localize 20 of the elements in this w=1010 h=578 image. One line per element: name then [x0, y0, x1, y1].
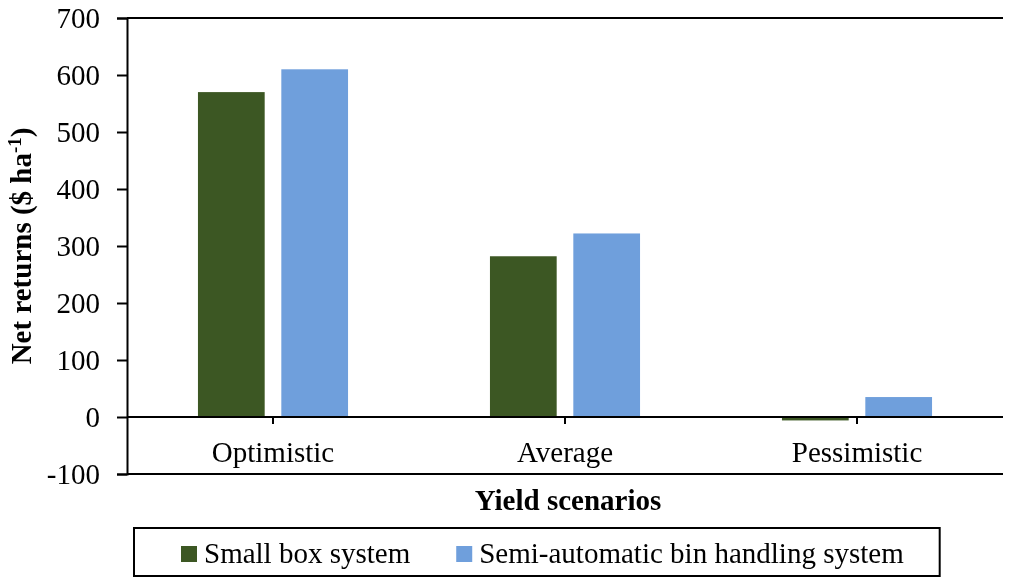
- x-axis-title: Yield scenarios: [474, 484, 662, 516]
- bar: [489, 256, 557, 417]
- legend-label: Small box system: [204, 537, 411, 569]
- y-tick-label: 100: [56, 343, 100, 376]
- bar: [281, 69, 349, 417]
- x-tick-label: Optimistic: [211, 435, 335, 468]
- bar: [573, 233, 641, 417]
- y-tick-label: 600: [56, 58, 100, 91]
- y-tick-label: 0: [85, 400, 100, 433]
- x-tick-label: Average: [516, 435, 614, 468]
- bar: [865, 397, 933, 417]
- y-tick-label: 200: [56, 286, 100, 319]
- y-tick-label: 500: [56, 115, 100, 148]
- y-tick-label: -100: [46, 457, 100, 490]
- x-tick-label: Pessimistic: [791, 435, 923, 468]
- y-tick-label: 700: [56, 1, 100, 34]
- bar: [197, 92, 265, 417]
- y-tick-label: 400: [56, 172, 100, 205]
- y-tick-label: 300: [56, 229, 100, 262]
- legend-label: Semi-automatic bin handling system: [479, 537, 905, 569]
